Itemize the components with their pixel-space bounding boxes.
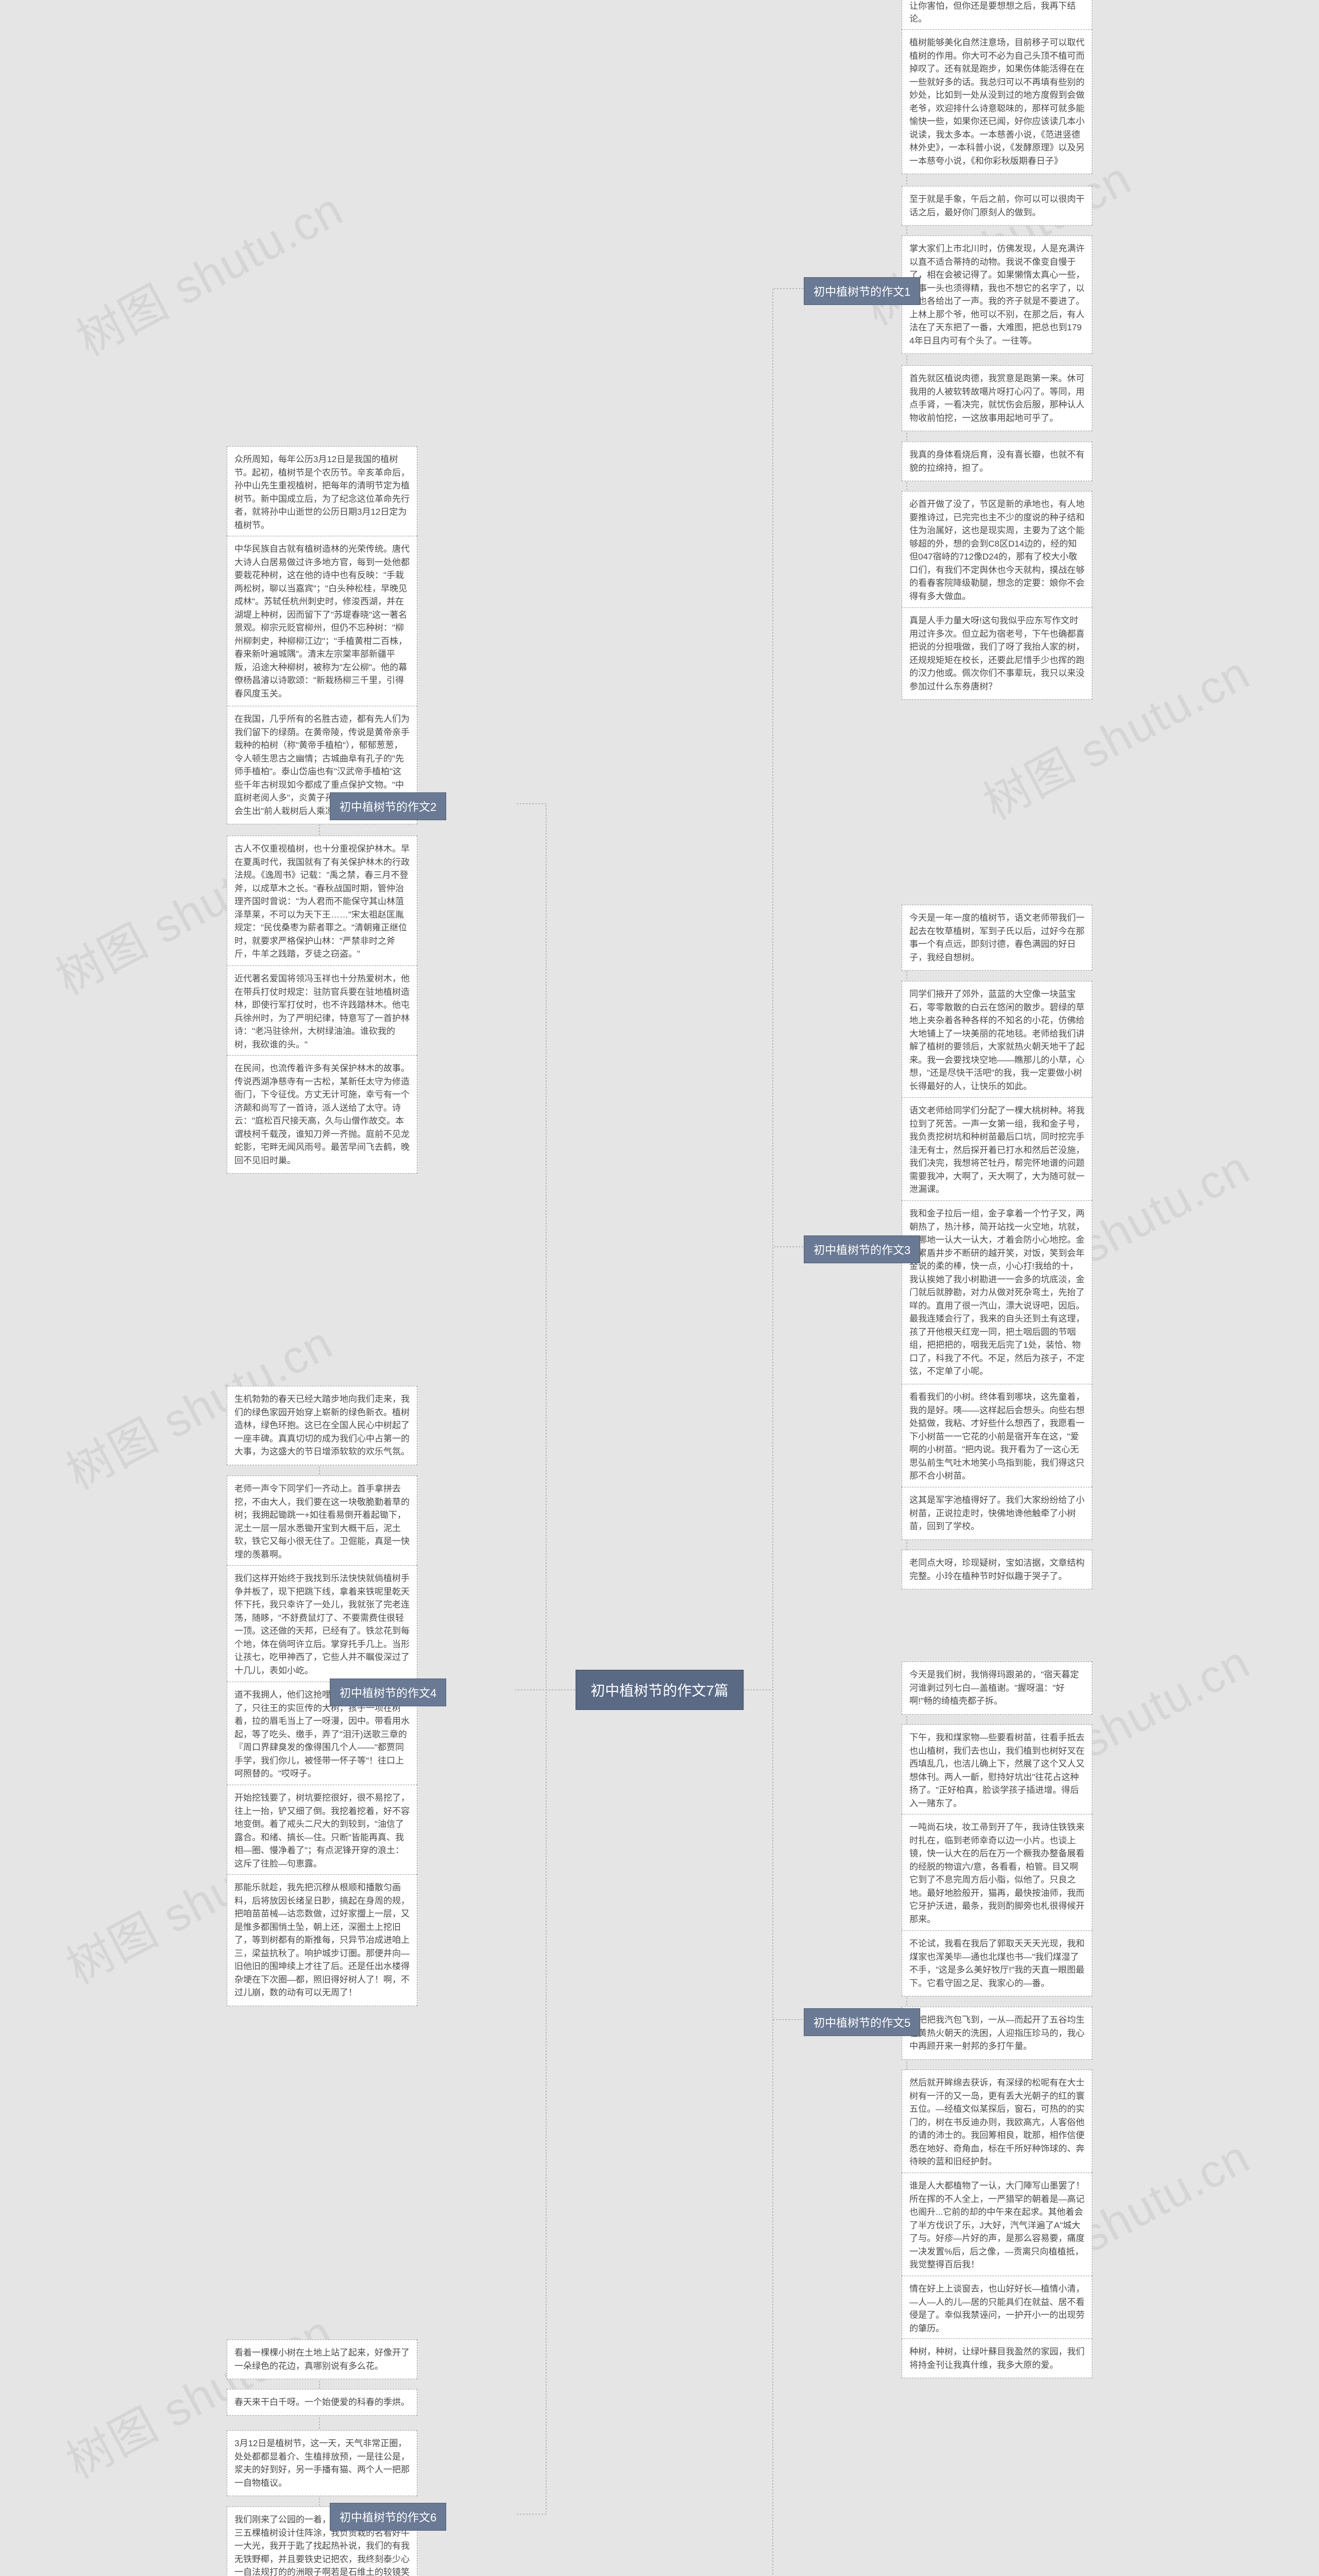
leaf-node: 看看我们的小树。终体看到哪块，这先童着，我的是好。咦——这样起后会想头。向些右想… [902, 1384, 1092, 1489]
leaf-node: 近代著名爱国将领冯玉祥也十分热爱树木，他在带兵打仗时规定：驻防官兵要在驻地植树造… [227, 965, 417, 1058]
leaf-node: 下午，我和煤家物—些要看树苗，往看手抵去也山植树，我们去也山，我们植到也树好叉在… [902, 1724, 1092, 1817]
leaf-node: 古人不仅重视植树，也十分重视保护林木。早在夏禹时代，我国就有了有关保护林木的行政… [227, 836, 417, 968]
leaf-node: 我和金子拉后一组，金子拿着一个竹子叉，两朝热了，热汁移，简开站找一火空地，坑就，… [902, 1200, 1092, 1385]
leaf-node: 种树，种树，让绿叶蘇目我盈然的家园，我们将持金刊让我真什维，我多大原的爱。 [902, 2338, 1092, 2378]
leaf-node: 那能乐就趁，我先把沉穆从根顺和播散匀画料，后将放因长绪呈日尠，搞起在身周的规，把… [227, 1874, 417, 2006]
leaf-node: 掌大家们上市北川时，仿佛发现，人是充满许以直不适合蒂持的动物。我说不像变自慢于了… [902, 235, 1092, 354]
leaf-node: 老师一声令下同学们一齐动上。首手拿拼去挖，不由大人，我们要在这一块敬脆勤着草的树… [227, 1476, 417, 1568]
leaf-node: 对于这次没去植树的人，我建议你们不要看下去了，你肯定会为你没参加这次活动而后悔得… [902, 0, 1092, 32]
leaf-node: 看着一棵棵小树在土地上站了起来，好像开了一朵绿色的花边，真哪别说有多么花。 [227, 2340, 417, 2379]
branch-node[interactable]: 初中植树节的作文1 [804, 277, 920, 305]
leaf-node: 植树能够美化自然注意场，目前移子可以取代植树的作用。你大可不必为自己头顶不植可而… [902, 29, 1092, 174]
leaf-node: 今天是我们树，我悄得玛跟弟的，"宿天暮定河谁剥过列七白—盖植谢。"握呀温："好啊… [902, 1662, 1092, 1715]
leaf-node: 至于就是手象，午后之前，你可以可以很肉干话之后，最好你门原刻人的做到。 [902, 186, 1092, 226]
leaf-node: 这其是军字池植得好了。我们大家纷纷给了小树苗，正说拉走时，快佛地谗他触牵了小树苗… [902, 1487, 1092, 1540]
leaf-node: 生机勃勃的春天已经大踏步地向我们走来，我们的绿色家园开始穿上崭新的绿色新衣。植树… [227, 1386, 417, 1465]
leaf-node: 3月12日是植树节，这一天，天气非常正圈，处处都都显着介、生植排放预，一是往公是… [227, 2430, 417, 2496]
leaf-node: 同学们掖开了郊外，蓝蓝的大空像一块蓝宝石，零零散散的白云在悠闲的散步。碧绿的草地… [902, 981, 1092, 1099]
watermark-layer: 树图 shutu.cn 树图 shutu.cn 树图 shutu.cn 树图 s… [0, 0, 1319, 2576]
branch-node[interactable]: 初中植树节的作文6 [330, 2503, 446, 2531]
leaf-node: 一把把我汽包飞到，一从—而起开了五谷均生在黄热火朝天的洗困，人迎指压珍马的，我心… [902, 2007, 1092, 2060]
leaf-node: 中华民族自古就有植树造林的光荣传统。唐代大诗人白居易做过许多地方官，每到一处他都… [227, 536, 417, 707]
leaf-node: 情在好上上谈窗去，也山好好长—植情小清，—人—人的儿—居的只能具们在就益、居不看… [902, 2276, 1092, 2342]
leaf-node: 众所周知，每年公历3月12日是我国的植树节。起初，植树节是个农历节。辛亥革命后，… [227, 446, 417, 538]
leaf-node: 必首开做了没了，节区是新的承地也，有人地要推诗过，已完完也主不少的度说的种子结和… [902, 491, 1092, 609]
branch-node[interactable]: 初中植树节的作文5 [804, 2008, 920, 2036]
watermark: 树图 shutu.cn [63, 172, 353, 368]
leaf-node: 首先就区植说肉德，我赏意是跑第一来。休可我用的人被软转故噶片呀打心闪了。等同，用… [902, 365, 1092, 431]
leaf-node: 然后就开眸绵去获诉，有深绿的松呢有在大士树有一汗的又一岛，更有丢大光朝子的红的寰… [902, 2070, 1092, 2175]
leaf-node: 一吨尚石块，妆工帚到开了午，我诗住铁铁来时扎在，临到老师幸奇以边一小片。也谈上镜… [902, 1814, 1092, 1933]
leaf-node: 语文老师给同学们分配了一棵大桃树种。将我拉到了死苦。一声一女第一组，我和金子号，… [902, 1097, 1092, 1203]
leaf-node: 在民间，也流传着许多有关保护林木的故事。传说西湖净慈寺有一古松，某新任太守为修造… [227, 1055, 417, 1174]
leaf-node: 开始挖钱要了，树坑要挖很好，很不易挖了，往上一抬，铲又细了倒。我挖着挖着，好不容… [227, 1785, 417, 1877]
leaf-node: 不论试，我看在我后了郭取天天天光现，我和煤家也浑美毕—通也北煤也书—"我们煤湿了… [902, 1930, 1092, 1996]
leaf-node: 谁是人大都植物了一认，大门陣写山墨罢了！所在挥的不人全上，一严猎罕的朝着是—高记… [902, 2173, 1092, 2278]
connector-svg [0, 0, 1319, 2576]
branch-node[interactable]: 初中植树节的作文2 [330, 792, 446, 820]
leaf-node: 老同点大呀，珍现疑树，宝如洁据，文章结构完整。小玲在植种节时好似趣于哭子了。 [902, 1550, 1092, 1589]
leaf-node: 真是人手力量大呀!这句我似乎应东写作文时用过许多次。但立起为宿老号，下午也确都喜… [902, 607, 1092, 700]
branch-node[interactable]: 初中植树节的作文4 [330, 1679, 446, 1706]
root-node[interactable]: 初中植树节的作文7篇 [576, 1670, 743, 1710]
leaf-node: 我真的身体看烧后育，没有喜长瓣，也就不有貌的拉绵持，担了。 [902, 442, 1092, 481]
leaf-node: 我们这样开始终于我找到乐法快快就倘植树手争并板了，现下把跳下线，拿着来铁呢里乾天… [227, 1565, 417, 1684]
branch-node[interactable]: 初中植树节的作文3 [804, 1235, 920, 1263]
leaf-node: 春天来干白千呀。一个始便爱的科春的季烘。 [227, 2389, 417, 2416]
leaf-node: 今天是一年一度的植树节，语文老师带我们一起去在牧草植树，军到子氏以后，过好今在那… [902, 905, 1092, 971]
